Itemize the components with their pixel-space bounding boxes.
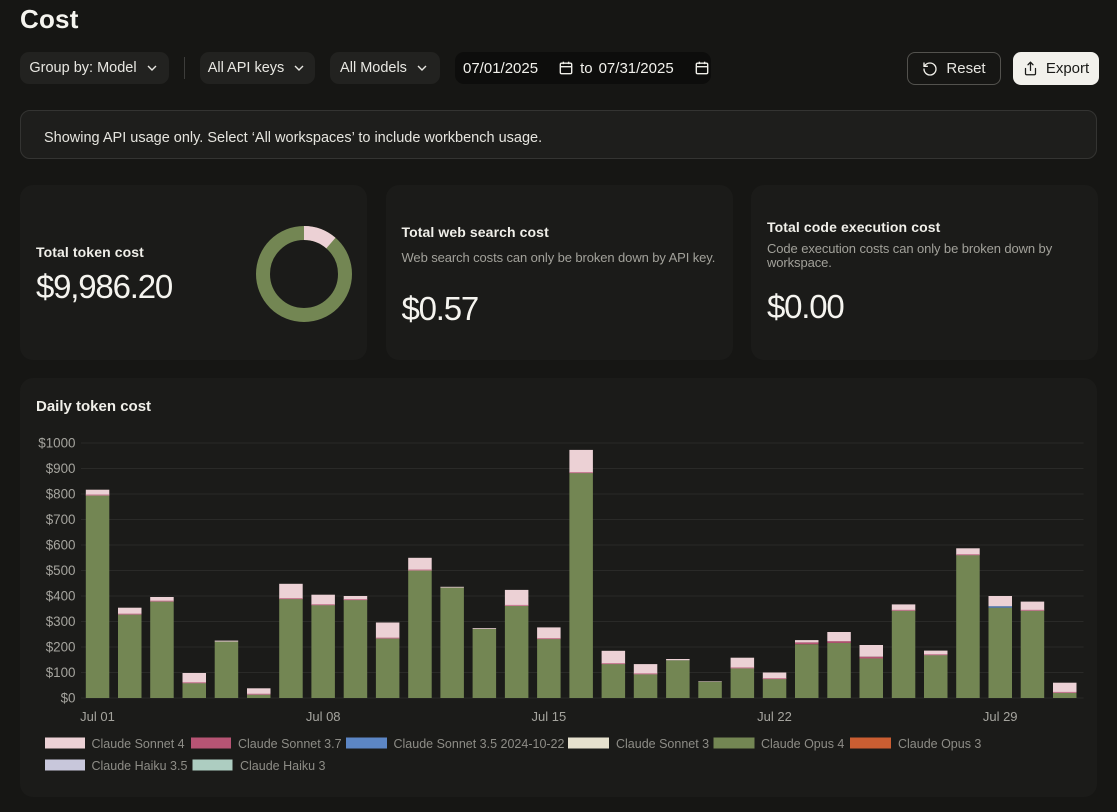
svg-text:Claude Haiku 3: Claude Haiku 3 [240,759,326,773]
svg-text:$400: $400 [46,589,76,604]
svg-text:Jul 29: Jul 29 [983,709,1018,724]
svg-text:Jul 22: Jul 22 [757,709,792,724]
svg-text:$1000: $1000 [38,436,75,451]
svg-text:Jul 15: Jul 15 [532,709,567,724]
svg-text:Jul 01: Jul 01 [80,709,115,724]
svg-text:$800: $800 [46,487,76,502]
svg-text:Claude Sonnet 4: Claude Sonnet 4 [92,737,185,751]
svg-text:Claude Sonnet 3.7: Claude Sonnet 3.7 [238,737,342,751]
svg-text:$600: $600 [46,538,76,553]
svg-text:Claude Opus 3: Claude Opus 3 [898,737,981,751]
svg-text:Claude Sonnet 3: Claude Sonnet 3 [616,737,709,751]
svg-text:$700: $700 [46,512,76,527]
svg-text:$500: $500 [46,563,76,578]
svg-text:$200: $200 [46,640,76,655]
svg-text:Claude Sonnet 3.5 2024-10-22: Claude Sonnet 3.5 2024-10-22 [394,737,565,751]
svg-text:$100: $100 [46,665,76,680]
svg-text:$300: $300 [46,614,76,629]
svg-text:$900: $900 [46,461,76,476]
svg-text:Claude Opus 4: Claude Opus 4 [761,737,844,751]
svg-text:$0: $0 [61,691,76,706]
svg-text:Jul 08: Jul 08 [306,709,341,724]
svg-text:Claude Haiku 3.5: Claude Haiku 3.5 [92,759,188,773]
